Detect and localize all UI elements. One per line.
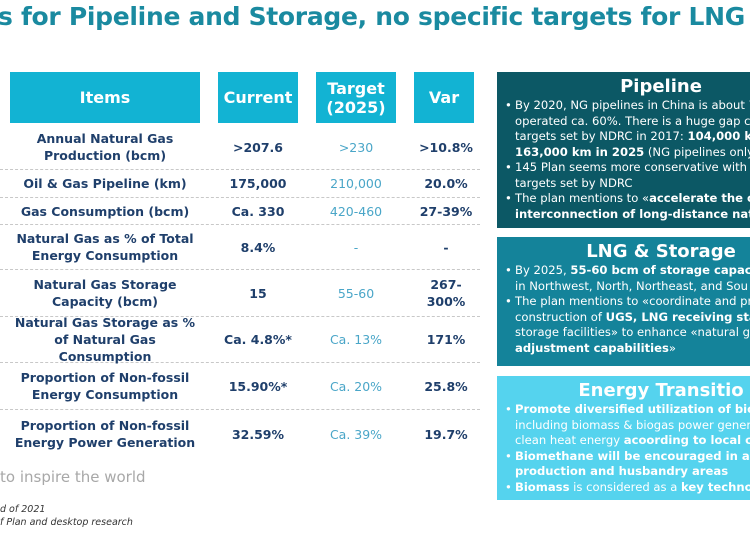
item-cell: Natural Gas as % of Total Energy Consump…	[16, 231, 194, 263]
note-line-2: f Plan and desktop research	[0, 517, 133, 528]
header-items: Items	[10, 72, 200, 123]
target-cell: 55-60	[337, 285, 375, 301]
table-row: Gas Consumption (bcm) Ca. 330 420-460 27-39…	[0, 198, 480, 225]
table-row: Natural Gas as % of Total Energy Consump…	[0, 225, 480, 270]
source-note: d of 2021 f Plan and desktop research	[0, 503, 133, 529]
current-cell: Ca. 330	[231, 203, 285, 219]
bullet-item: By 2020, NG pipelines in China is about …	[505, 98, 750, 160]
bullet-item: The plan mentions to «coordinate and prc…	[505, 294, 750, 356]
bullet-item: By 2025, 55-60 bcm of storage capacityin…	[505, 263, 750, 294]
slogan: to inspire the world	[0, 468, 146, 486]
current-cell: Ca. 4.8%*	[224, 332, 292, 347]
note-line-1: d of 2021	[0, 504, 46, 515]
item-cell: Natural Gas Storage as % of Natural Gas …	[14, 315, 196, 364]
target-cell: 420-460	[329, 203, 383, 219]
table-row: Proportion of Non-fossil Energy Power Ge…	[0, 410, 480, 458]
table-row: Natural Gas Storage as % of Natural Gas …	[0, 315, 480, 364]
bullet-item: The plan mentions to «accelerate the coi…	[505, 191, 750, 222]
target-cell: -	[353, 239, 359, 255]
panel-energy-transition: Energy TransitioPromote diversified util…	[497, 376, 750, 500]
target-cell: Ca. 20%	[329, 378, 383, 394]
current-cell: 15.90%*	[228, 378, 288, 394]
bullet-item: 145 Plan seems more conservative with rt…	[505, 160, 750, 191]
var-cell: -	[443, 239, 449, 255]
var-cell: 267-300%	[426, 277, 466, 309]
item-cell: Proportion of Non-fossil Energy Consumpt…	[20, 370, 190, 402]
panel-lng-storage: LNG & StorageBy 2025, 55-60 bcm of stora…	[497, 237, 750, 366]
header-current: Current	[218, 72, 298, 123]
item-cell: Gas Consumption (bcm)	[20, 203, 190, 219]
item-cell: Proportion of Non-fossil Energy Power Ge…	[14, 418, 196, 450]
bullet-item: Promote diversified utilization of biomi…	[505, 402, 750, 449]
panel-title: Pipeline	[620, 76, 702, 97]
bullet-item: Biomethane will be encouraged in all mpr…	[505, 449, 750, 480]
current-cell: 32.59%	[231, 426, 285, 442]
item-cell: Oil & Gas Pipeline (km)	[23, 176, 187, 191]
header-var: Var	[414, 72, 474, 123]
target-cell: Ca. 39%	[329, 426, 383, 442]
var-cell: 20.0%	[424, 176, 468, 191]
current-cell: 175,000	[229, 176, 287, 191]
var-cell: 19.7%	[424, 426, 468, 442]
var-cell: 25.8%	[424, 378, 468, 394]
target-cell: Ca. 13%	[329, 332, 383, 347]
current-cell: 15	[249, 285, 267, 301]
var-cell: 171%	[426, 332, 466, 347]
current-cell: 8.4%	[240, 239, 276, 255]
panel-pipeline: PipelineBy 2020, NG pipelines in China i…	[497, 72, 750, 228]
panel-title: Energy Transitio	[578, 380, 744, 401]
table-row: Oil & Gas Pipeline (km) 175,000 210,000 20.…	[0, 170, 480, 198]
header-target-2025: Target (2025)	[316, 72, 396, 123]
var-cell: 27-39%	[419, 203, 473, 219]
table-row: Natural Gas Storage Capacity (bcm) 15 55-6…	[0, 270, 480, 317]
target-cell: 210,000	[330, 176, 382, 191]
table-row: Proportion of Non-fossil Energy Consumpt…	[0, 363, 480, 410]
table-row: Annual Natural Gas Production (bcm) >207.…	[0, 125, 480, 170]
item-cell: Natural Gas Storage Capacity (bcm)	[33, 277, 177, 309]
slide-title: s for Pipeline and Storage, no specific …	[0, 2, 745, 31]
var-cell: >10.8%	[419, 139, 473, 155]
panel-title: LNG & Storage	[586, 241, 736, 262]
target-cell: >230	[338, 139, 374, 155]
current-cell: >207.6	[232, 139, 283, 155]
bullet-item: Biomass is considered as a key technolo	[505, 480, 750, 496]
item-cell: Annual Natural Gas Production (bcm)	[36, 131, 174, 163]
